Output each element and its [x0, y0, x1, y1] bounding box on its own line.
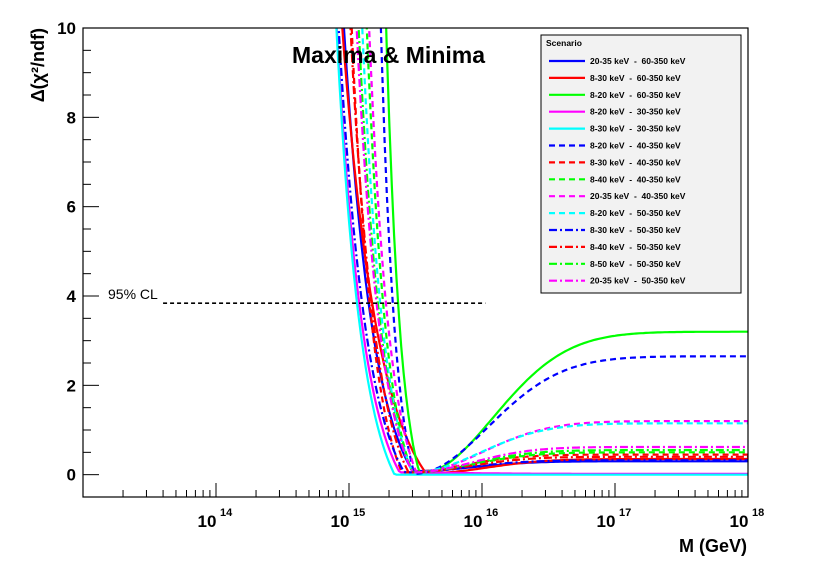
- x-tick-label: 10: [331, 512, 350, 531]
- legend-label-3: 8-20 keV - 60-350 keV: [590, 90, 681, 100]
- legend: Scenario 20-35 keV - 60-350 keV 8-30 keV …: [540, 34, 742, 294]
- plot-frame: [82, 27, 749, 498]
- legend-label-6: 8-20 keV - 40-350 keV: [590, 141, 681, 151]
- cl-group: 95% CL: [108, 286, 486, 304]
- legend-label-4: 8-20 keV - 30-350 keV: [590, 107, 681, 117]
- legend-items: 20-35 keV - 60-350 keV 8-30 keV - 60-350 …: [549, 56, 686, 286]
- legend-label-14: 20-35 keV - 50-350 keV: [590, 276, 686, 286]
- x-tick-label: 10: [597, 512, 616, 531]
- x-tick-label: 10: [464, 512, 483, 531]
- y-tick-label: 10: [57, 19, 76, 38]
- series-line-5: [335, 28, 748, 476]
- legend-label-5: 8-30 keV - 30-350 keV: [590, 124, 681, 134]
- legend-label-8: 8-40 keV - 40-350 keV: [590, 174, 681, 184]
- legend-title: Scenario: [546, 38, 582, 48]
- x-tick-label: 10: [198, 512, 217, 531]
- series-line-9: [368, 28, 748, 474]
- series-line-14: [355, 28, 748, 474]
- chart-title: Maxima & Minima: [292, 42, 485, 68]
- legend-label-7: 8-30 keV - 40-350 keV: [590, 157, 681, 167]
- x-tick-label-exponent: 18: [752, 507, 764, 519]
- x-tick-label: 10: [730, 512, 749, 531]
- legend-label-2: 8-30 keV - 60-350 keV: [590, 73, 681, 83]
- legend-label-9: 20-35 keV - 40-350 keV: [590, 191, 686, 201]
- y-tick-label: 6: [67, 198, 76, 217]
- legend-label-13: 8-50 keV - 50-350 keV: [590, 259, 681, 269]
- y-tick-label: 0: [67, 466, 76, 485]
- legend-label-11: 8-30 keV - 50-350 keV: [590, 225, 681, 235]
- x-axis: 10 14 10 15 10 16 10 17 10 18: [82, 483, 764, 531]
- cl-label: 95% CL: [108, 286, 158, 302]
- x-tick-label-exponent: 15: [353, 507, 365, 519]
- curves-group: [335, 28, 748, 476]
- y-axis: 0 2 4 6 8 10: [57, 19, 99, 485]
- legend-label-1: 20-35 keV - 60-350 keV: [590, 56, 686, 66]
- y-axis-label: Δ(χ²/ndf): [28, 28, 48, 102]
- x-tick-label-exponent: 17: [619, 507, 631, 519]
- legend-label-10: 8-20 keV - 50-350 keV: [590, 208, 681, 218]
- x-tick-label-exponent: 16: [486, 507, 498, 519]
- y-tick-label: 8: [67, 108, 76, 127]
- x-axis-label: M (GeV): [679, 536, 747, 556]
- x-tick-label-exponent: 14: [220, 507, 233, 519]
- y-tick-label: 2: [67, 376, 76, 395]
- y-tick-label: 4: [67, 287, 77, 306]
- legend-label-12: 8-40 keV - 50-350 keV: [590, 242, 681, 252]
- series-line-3: [385, 28, 748, 475]
